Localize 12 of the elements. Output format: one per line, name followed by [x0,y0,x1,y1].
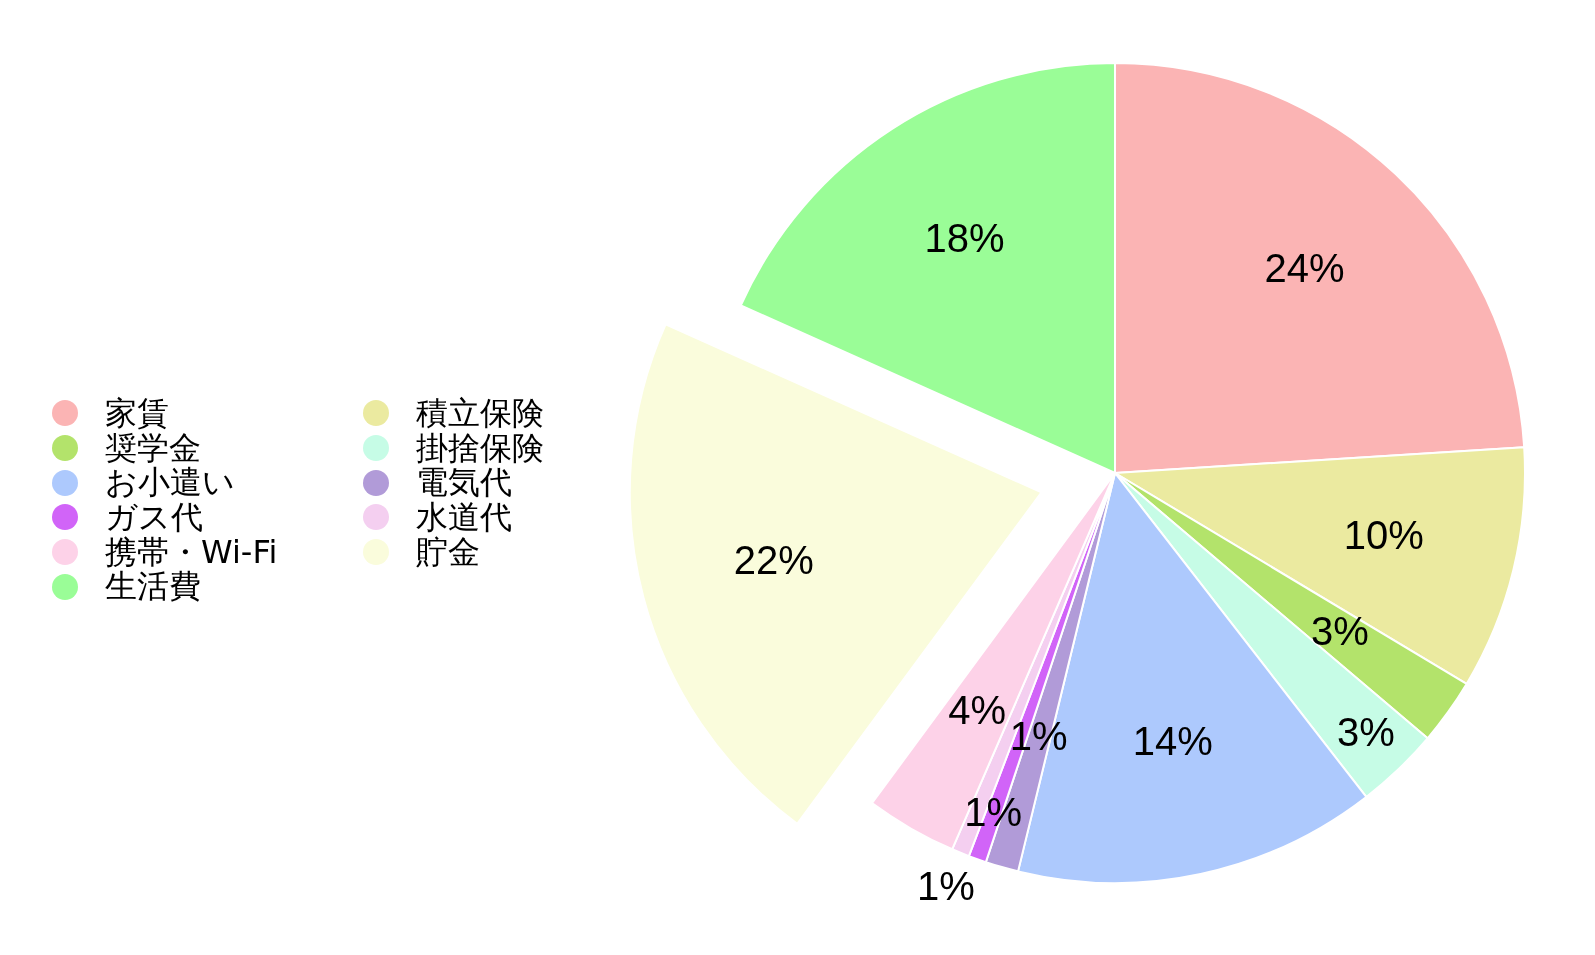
data-label: 3% [1311,609,1369,654]
data-label: 1% [1009,714,1068,759]
data-label: 18% [924,215,1005,260]
legend-label: 家賃 [105,393,169,432]
data-label: 22% [733,537,814,582]
data-label: 4% [948,687,1007,732]
data-label: 10% [1343,513,1424,558]
data-label: 14% [1132,718,1213,763]
data-label: 24% [1264,246,1345,291]
data-label: 1% [964,789,1023,834]
data-label: 3% [1336,710,1395,755]
data-label: 1% [916,863,975,908]
